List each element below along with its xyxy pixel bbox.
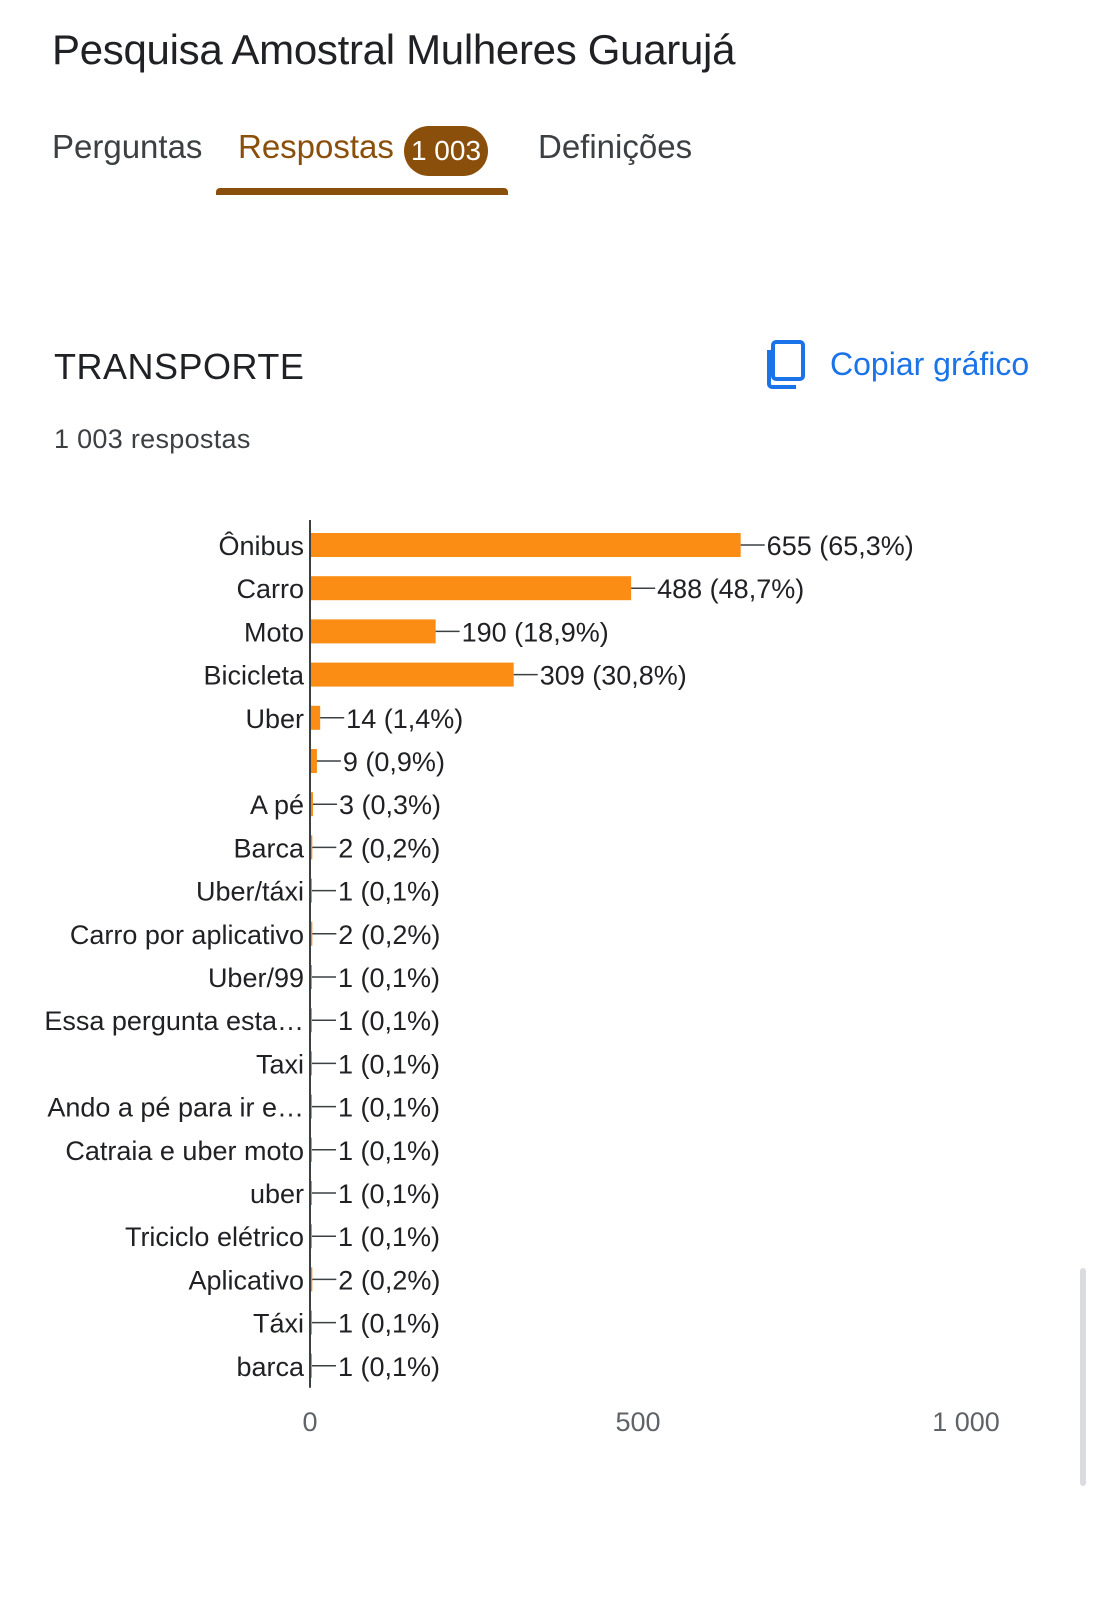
bar bbox=[311, 1267, 313, 1292]
bar bbox=[311, 1181, 312, 1205]
bar bbox=[311, 662, 514, 687]
category-label: Ônibus bbox=[218, 530, 304, 561]
bar bbox=[311, 1353, 312, 1378]
form-title: Pesquisa Amostral Mulheres Guarujá bbox=[52, 26, 736, 73]
category-label: A pé bbox=[250, 790, 304, 820]
category-label: Catraia e uber moto bbox=[65, 1136, 304, 1166]
category-label: Taxi bbox=[256, 1049, 304, 1079]
bar bbox=[311, 619, 436, 644]
value-label: 309 (30,8%) bbox=[540, 661, 687, 691]
value-label: 3 (0,3%) bbox=[339, 790, 441, 820]
tab-responses[interactable]: Respostas bbox=[238, 128, 394, 165]
bar bbox=[311, 1310, 312, 1335]
category-label: Moto bbox=[244, 617, 304, 647]
value-label: 2 (0,2%) bbox=[338, 1265, 440, 1295]
responses-count-badge: 1 003 bbox=[404, 126, 488, 176]
category-label: Bicicleta bbox=[203, 661, 305, 691]
category-label: Carro bbox=[236, 574, 304, 604]
bar bbox=[311, 878, 312, 903]
tab-questions[interactable]: Perguntas bbox=[52, 128, 203, 165]
category-label: Barca bbox=[233, 833, 305, 863]
value-label: 14 (1,4%) bbox=[346, 704, 463, 734]
copy-icon bbox=[766, 338, 806, 390]
value-label: 1 (0,1%) bbox=[338, 1093, 440, 1123]
active-tab-indicator bbox=[216, 188, 508, 195]
category-label: Uber/táxi bbox=[196, 877, 304, 907]
value-label: 9 (0,9%) bbox=[343, 747, 445, 777]
category-label: Ando a pé para ir e… bbox=[47, 1093, 304, 1123]
category-label: uber bbox=[250, 1179, 304, 1209]
value-label: 1 (0,1%) bbox=[338, 1006, 440, 1036]
value-label: 1 (0,1%) bbox=[338, 1179, 440, 1209]
bar bbox=[311, 1051, 312, 1076]
bar bbox=[311, 1094, 312, 1119]
value-label: 1 (0,1%) bbox=[338, 1352, 440, 1382]
category-label: Aplicativo bbox=[188, 1265, 304, 1295]
value-label: 655 (65,3%) bbox=[767, 531, 914, 561]
x-tick-label: 0 bbox=[302, 1407, 317, 1437]
value-label: 1 (0,1%) bbox=[338, 1222, 440, 1252]
bar bbox=[311, 921, 313, 946]
value-label: 1 (0,1%) bbox=[338, 963, 440, 993]
x-tick-label: 500 bbox=[615, 1407, 660, 1437]
bar bbox=[311, 576, 632, 601]
bar-chart: Ônibus 655 (65,3%) Carro 488 (48,7%) Moto 190… bbox=[44, 520, 1000, 1437]
category-label: Carro por aplicativo bbox=[70, 920, 304, 950]
scrollbar[interactable] bbox=[1080, 1268, 1086, 1486]
category-label: Essa pergunta esta… bbox=[44, 1006, 304, 1036]
value-label: 1 (0,1%) bbox=[338, 877, 440, 907]
bar bbox=[311, 749, 317, 773]
bar bbox=[311, 1008, 312, 1033]
tab-bar: Perguntas Respostas 1 003 Definições bbox=[0, 118, 1116, 198]
bar bbox=[311, 965, 312, 989]
bar bbox=[311, 1224, 312, 1249]
bar bbox=[311, 1137, 312, 1162]
value-label: 1 (0,1%) bbox=[338, 1309, 440, 1339]
copy-chart-label: Copiar gráfico bbox=[830, 345, 1030, 382]
value-label: 1 (0,1%) bbox=[338, 1136, 440, 1166]
category-label: barca bbox=[236, 1352, 305, 1382]
response-count: 1 003 respostas bbox=[54, 424, 251, 454]
value-label: 2 (0,2%) bbox=[338, 920, 440, 950]
bar bbox=[311, 792, 313, 817]
category-label: Táxi bbox=[253, 1309, 304, 1339]
bar bbox=[311, 533, 741, 557]
question-title: TRANSPORTE bbox=[54, 346, 305, 387]
category-label: Uber/99 bbox=[208, 963, 304, 993]
value-label: 2 (0,2%) bbox=[338, 833, 440, 863]
category-label: Triciclo elétrico bbox=[125, 1222, 304, 1252]
bar bbox=[311, 705, 321, 730]
value-label: 190 (18,9%) bbox=[462, 617, 609, 647]
category-label: Uber bbox=[245, 704, 304, 734]
copy-chart-button[interactable]: Copiar gráfico bbox=[766, 336, 1029, 392]
value-label: 1 (0,1%) bbox=[338, 1049, 440, 1079]
tab-settings[interactable]: Definições bbox=[538, 128, 693, 165]
value-label: 488 (48,7%) bbox=[657, 574, 804, 604]
x-tick-label: 1 000 bbox=[932, 1407, 1000, 1437]
bar bbox=[311, 835, 313, 860]
